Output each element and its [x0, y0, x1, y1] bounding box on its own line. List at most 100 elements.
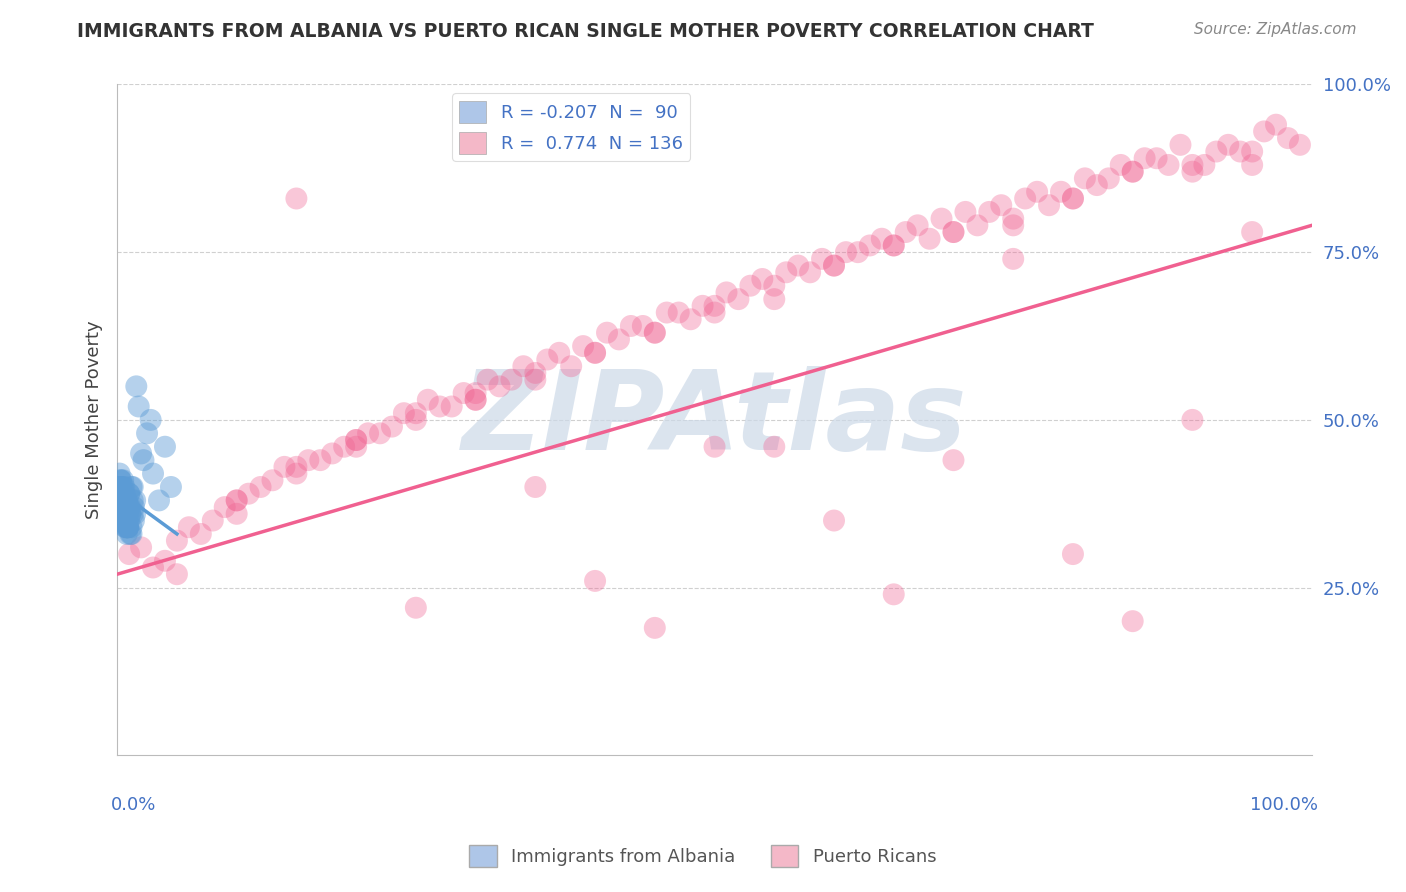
Point: [668, 305, 690, 319]
Point: [1002, 219, 1025, 233]
Y-axis label: Single Mother Poverty: Single Mother Poverty: [86, 320, 103, 519]
Point: [1205, 145, 1227, 159]
Legend: Immigrants from Albania, Puerto Ricans: Immigrants from Albania, Puerto Ricans: [463, 838, 943, 874]
Point: [111, 486, 134, 500]
Point: [114, 500, 136, 515]
Point: [190, 527, 212, 541]
Point: [112, 480, 135, 494]
Point: [823, 259, 845, 273]
Point: [883, 238, 905, 252]
Point: [1062, 192, 1084, 206]
Point: [117, 520, 139, 534]
Point: [115, 520, 138, 534]
Legend: R = -0.207  N =  90, R =  0.774  N = 136: R = -0.207 N = 90, R = 0.774 N = 136: [453, 94, 690, 161]
Point: [620, 318, 643, 333]
Point: [464, 392, 486, 407]
Point: [740, 278, 762, 293]
Point: [118, 500, 141, 515]
Point: [122, 500, 145, 515]
Point: [122, 514, 145, 528]
Point: [112, 500, 135, 515]
Point: [114, 520, 136, 534]
Point: [112, 507, 135, 521]
Text: IMMIGRANTS FROM ALBANIA VS PUERTO RICAN SINGLE MOTHER POVERTY CORRELATION CHART: IMMIGRANTS FROM ALBANIA VS PUERTO RICAN …: [77, 22, 1094, 41]
Point: [1170, 137, 1192, 152]
Point: [121, 520, 143, 534]
Point: [883, 587, 905, 601]
Point: [148, 493, 170, 508]
Point: [121, 493, 143, 508]
Point: [121, 527, 143, 541]
Point: [942, 453, 965, 467]
Point: [112, 486, 135, 500]
Point: [166, 567, 188, 582]
Point: [132, 453, 155, 467]
Point: [583, 346, 606, 360]
Point: [139, 413, 162, 427]
Point: [1062, 547, 1084, 561]
Point: [931, 211, 953, 226]
Point: [405, 413, 427, 427]
Point: [321, 446, 343, 460]
Point: [309, 453, 332, 467]
Point: [114, 507, 136, 521]
Point: [524, 373, 547, 387]
Point: [273, 459, 295, 474]
Point: [129, 541, 152, 555]
Point: [405, 600, 427, 615]
Point: [368, 426, 391, 441]
Point: [823, 514, 845, 528]
Point: [225, 493, 247, 508]
Point: [1181, 164, 1204, 178]
Point: [1109, 158, 1132, 172]
Point: [111, 493, 134, 508]
Point: [440, 400, 463, 414]
Point: [488, 379, 510, 393]
Point: [112, 480, 135, 494]
Point: [112, 486, 135, 500]
Point: [118, 486, 141, 500]
Point: [110, 473, 132, 487]
Point: [111, 493, 134, 508]
Point: [125, 379, 148, 393]
Point: [703, 305, 725, 319]
Point: [112, 507, 135, 521]
Point: [1277, 131, 1299, 145]
Point: [1014, 192, 1036, 206]
Point: [1074, 171, 1097, 186]
Point: [166, 533, 188, 548]
Point: [117, 520, 139, 534]
Point: [429, 400, 451, 414]
Point: [129, 446, 152, 460]
Point: [907, 219, 929, 233]
Point: [121, 507, 143, 521]
Point: [117, 514, 139, 528]
Point: [548, 346, 571, 360]
Point: [115, 493, 138, 508]
Point: [114, 493, 136, 508]
Point: [110, 493, 132, 508]
Point: [1181, 413, 1204, 427]
Point: [692, 299, 714, 313]
Point: [160, 480, 183, 494]
Point: [703, 440, 725, 454]
Point: [110, 493, 132, 508]
Point: [110, 480, 132, 494]
Point: [1133, 151, 1156, 165]
Point: [644, 326, 666, 340]
Point: [238, 486, 260, 500]
Point: [524, 480, 547, 494]
Point: [966, 219, 988, 233]
Point: [357, 426, 380, 441]
Point: [114, 500, 136, 515]
Point: [560, 359, 582, 374]
Point: [110, 500, 132, 515]
Point: [117, 520, 139, 534]
Point: [108, 480, 131, 494]
Point: [153, 554, 176, 568]
Point: [115, 507, 138, 521]
Point: [870, 232, 893, 246]
Point: [1002, 211, 1025, 226]
Point: [644, 326, 666, 340]
Point: [381, 419, 404, 434]
